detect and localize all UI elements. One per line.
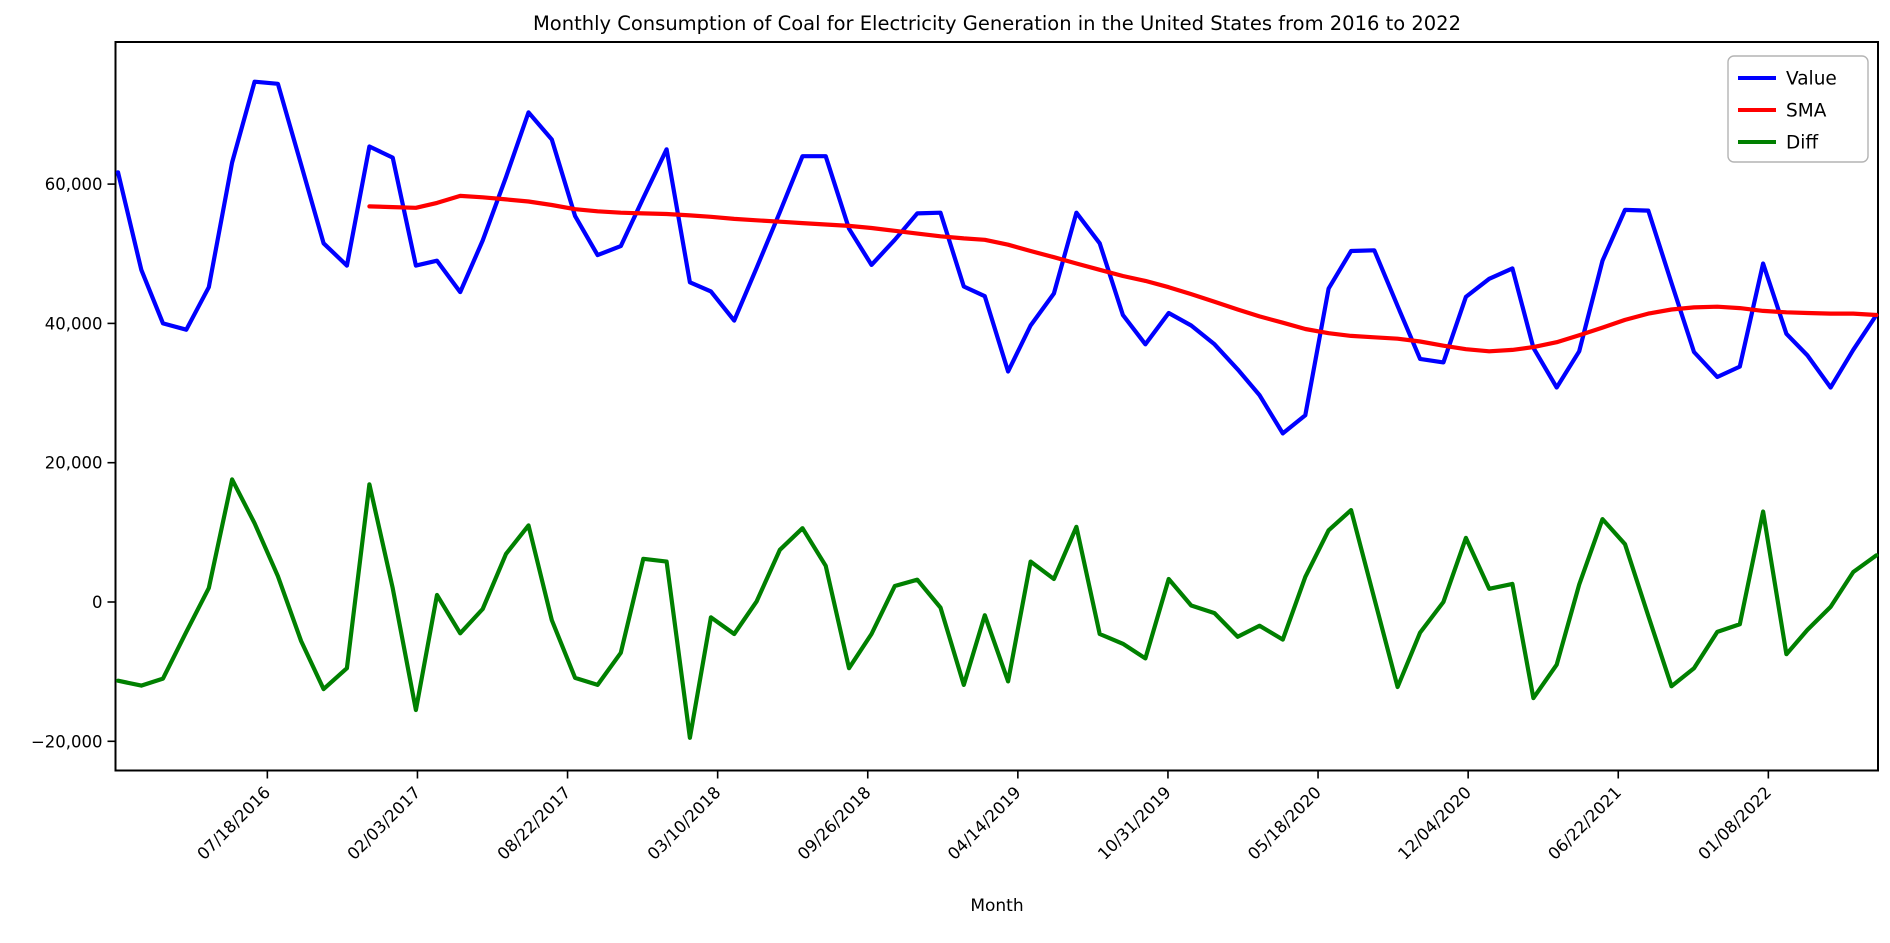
legend-box	[1727, 55, 1869, 163]
y-tick-label: 0	[92, 593, 103, 612]
legend-item-sma: SMA	[1738, 101, 1827, 122]
legend-item-diff: Diff	[1738, 133, 1819, 154]
series-line-sma	[367, 193, 1879, 354]
x-tick-label: 02/03/2017	[344, 783, 425, 864]
legend-label-value: Value	[1786, 69, 1837, 90]
x-tick-label: 07/18/2016	[193, 783, 274, 864]
x-tick-label: 09/26/2018	[794, 783, 875, 864]
x-tick-label: 06/22/2021	[1544, 783, 1625, 864]
legend-label-diff: Diff	[1786, 133, 1819, 154]
x-tick-label: 05/18/2020	[1244, 783, 1325, 864]
x-tick-label: 08/22/2017	[494, 783, 575, 864]
y-tick-label: 60,000	[45, 175, 103, 194]
y-tick-label: 40,000	[45, 314, 103, 333]
x-tick-label: 12/04/2020	[1394, 783, 1475, 864]
legend-item-value: Value	[1738, 69, 1837, 90]
legend-label-sma: SMA	[1786, 101, 1827, 122]
legend: Value SMA Diff	[1727, 55, 1869, 163]
x-axis-label: Month	[970, 896, 1023, 916]
x-tick-label: 01/08/2022	[1694, 783, 1775, 864]
x-tick-label: 04/14/2019	[944, 783, 1025, 864]
chart-title: Monthly Consumption of Coal for Electric…	[533, 12, 1461, 35]
x-tick-label: 03/10/2018	[644, 783, 725, 864]
x-tick-label: 10/31/2019	[1094, 783, 1175, 864]
y-tick-label: 20,000	[45, 454, 103, 473]
y-tick-label: −20,000	[31, 732, 103, 751]
y-axis-ticks: 60,000 40,000 20,000 0 −20,000	[31, 175, 116, 751]
series-line-diff	[115, 477, 1879, 740]
series-layer	[115, 79, 1879, 740]
series-line-value	[115, 79, 1879, 436]
x-axis-ticks: 07/18/2016 02/03/2017 08/22/2017 03/10/2018…	[193, 770, 1775, 864]
